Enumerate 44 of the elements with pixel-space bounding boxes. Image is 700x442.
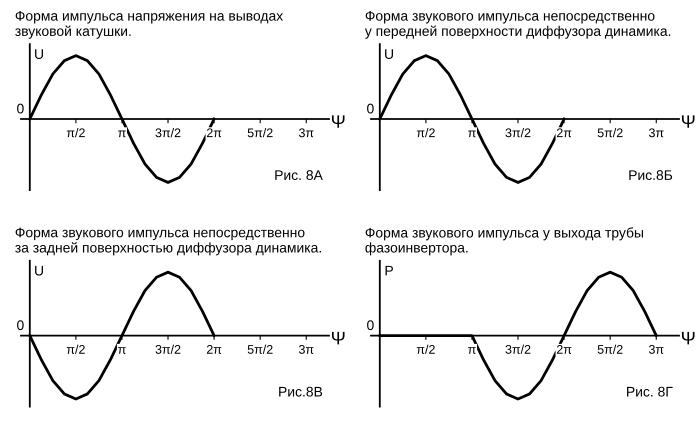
x-tick-label: 2π [206,128,222,138]
x-axis-title: Ψ [332,332,345,344]
x-tick-label: π [118,347,126,354]
x-tick-label: 3π [648,128,664,138]
x-tick-label: π [468,347,476,354]
annotation: Рис. 8Г [627,386,673,397]
x-tick-label: 3π [648,344,664,354]
x-tick-label: 3π [298,128,314,138]
chart-title: Форма импульса напряжения на выводах звуковой катушки. [15,10,284,39]
chart-title: Форма звукового импульса непосредственно у передней поверхности диффузора динамика. [364,10,670,39]
x-tick-label: 5π/2 [248,128,273,138]
x-tick-label: 3π [298,344,314,354]
x-axis-title: Ψ [682,332,695,344]
y-axis-title: U [35,49,43,59]
x-tick-label: π/2 [66,344,85,354]
x-tick-label: 5π/2 [598,128,623,138]
x-tick-label: 5π/2 [598,344,623,354]
x-tick-label: 2π [206,344,222,354]
x-tick-label: 2π [556,128,572,138]
y-axis-title: U [35,266,43,276]
annotation: Рис.8В [279,386,322,397]
annotation: 0 [367,320,374,330]
annotation: Рис.8Б [629,170,672,180]
x-axis-title: Ψ [682,115,695,128]
x-tick-label: π [118,130,126,138]
chart-title: Форма звукового импульса у выхода трубы фазоинвертора. [365,227,643,256]
x-tick-label: π/2 [66,128,85,138]
x-tick-label: 3π/2 [155,128,180,138]
annotation: Рис. 8А [275,170,323,180]
x-tick-label: 3π/2 [505,344,530,354]
x-tick-label: 2π [556,344,572,354]
x-tick-label: π [468,130,476,138]
x-tick-label: 3π/2 [505,128,530,138]
x-tick-label: π/2 [416,344,435,354]
annotation: 0 [17,104,24,114]
x-axis-title: Ψ [332,115,345,128]
y-axis-title: P [386,266,393,276]
annotation: 0 [367,104,374,114]
x-tick-label: π/2 [416,128,435,138]
x-tick-label: 3π/2 [155,344,180,354]
chart-title: Форма звукового импульса непосредственно за задней поверхностью диффузора динамика. [15,228,321,256]
annotation: 0 [17,320,24,330]
y-axis-title: U [385,49,393,59]
x-tick-label: 5π/2 [248,344,273,354]
